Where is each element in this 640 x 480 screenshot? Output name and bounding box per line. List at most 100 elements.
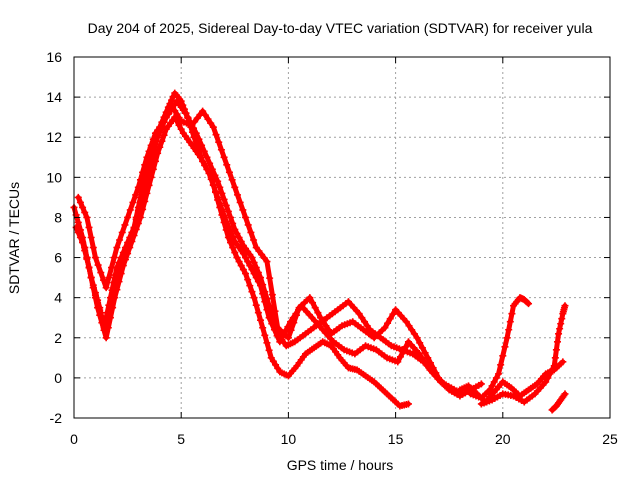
data-point-marker bbox=[242, 213, 250, 221]
series-trace-7 bbox=[477, 302, 569, 408]
data-point-marker bbox=[252, 244, 260, 252]
data-point-marker bbox=[98, 319, 106, 327]
data-point-marker bbox=[124, 250, 132, 258]
data-point-marker bbox=[149, 135, 157, 143]
data-point-marker bbox=[355, 310, 363, 318]
data-point-marker bbox=[118, 228, 126, 236]
data-point-marker bbox=[263, 258, 271, 266]
data-point-marker bbox=[220, 153, 228, 161]
data-point-marker bbox=[162, 114, 170, 122]
data-point-marker bbox=[284, 323, 292, 331]
data-point-marker bbox=[231, 183, 239, 191]
data-point-marker bbox=[100, 326, 108, 334]
data-point-marker bbox=[252, 264, 260, 272]
data-point-marker bbox=[117, 270, 125, 278]
data-point-marker bbox=[111, 294, 119, 302]
data-point-marker bbox=[169, 103, 177, 111]
data-point-marker bbox=[295, 306, 303, 314]
data-point-marker bbox=[389, 310, 397, 318]
data-point-marker bbox=[139, 205, 147, 213]
data-point-marker bbox=[386, 315, 394, 323]
data-point-marker bbox=[292, 310, 300, 318]
data-point-marker bbox=[218, 189, 226, 197]
data-point-marker bbox=[113, 286, 121, 294]
data-point-marker bbox=[269, 357, 277, 365]
data-point-marker bbox=[105, 274, 113, 282]
data-point-marker bbox=[508, 310, 516, 318]
series-trace-3 bbox=[74, 103, 485, 400]
data-point-marker bbox=[555, 330, 563, 338]
y-tick-label: 14 bbox=[46, 89, 62, 105]
data-point-marker bbox=[266, 274, 274, 282]
data-point-marker bbox=[274, 364, 282, 372]
data-point-marker bbox=[381, 324, 389, 332]
data-point-marker bbox=[79, 203, 87, 211]
data-point-marker bbox=[188, 121, 196, 129]
data-point-marker bbox=[134, 219, 142, 227]
data-point-marker bbox=[246, 262, 254, 270]
data-point-marker bbox=[126, 206, 134, 214]
data-point-marker bbox=[94, 261, 102, 269]
data-point-marker bbox=[233, 254, 241, 262]
data-point-marker bbox=[250, 294, 258, 302]
data-point-marker bbox=[492, 374, 500, 382]
data-point-marker bbox=[193, 114, 201, 122]
data-point-marker bbox=[216, 199, 224, 207]
x-tick-label: 25 bbox=[602, 431, 618, 447]
data-point-marker bbox=[171, 113, 179, 121]
data-point-marker bbox=[254, 309, 262, 317]
data-point-marker bbox=[207, 175, 215, 183]
data-point-marker bbox=[270, 326, 278, 334]
data-point-marker bbox=[204, 115, 212, 123]
data-point-marker bbox=[173, 117, 181, 125]
data-point-marker bbox=[158, 137, 166, 145]
data-point-marker bbox=[85, 264, 93, 272]
data-point-marker bbox=[259, 324, 267, 332]
data-point-marker bbox=[154, 149, 162, 157]
data-point-marker bbox=[203, 165, 211, 173]
data-point-marker bbox=[418, 344, 426, 352]
data-point-marker bbox=[413, 334, 421, 342]
data-point-marker bbox=[195, 135, 203, 143]
data-point-marker bbox=[319, 318, 327, 326]
data-point-marker bbox=[408, 326, 416, 334]
data-point-marker bbox=[132, 225, 140, 233]
data-point-marker bbox=[423, 362, 431, 370]
data-point-marker bbox=[97, 269, 105, 277]
data-point-marker bbox=[229, 219, 237, 227]
data-point-marker bbox=[272, 361, 280, 369]
data-point-marker bbox=[115, 278, 123, 286]
x-tick-label: 0 bbox=[70, 431, 78, 447]
data-point-marker bbox=[497, 361, 505, 369]
data-point-marker bbox=[203, 153, 211, 161]
x-tick-label: 20 bbox=[495, 431, 511, 447]
y-tick-label: -2 bbox=[50, 410, 63, 426]
data-point-marker bbox=[211, 171, 219, 179]
data-point-marker bbox=[224, 207, 232, 215]
data-point-marker bbox=[246, 282, 254, 290]
data-point-marker bbox=[424, 354, 432, 362]
data-point-marker bbox=[228, 176, 236, 184]
data-point-marker bbox=[287, 318, 295, 326]
data-point-marker bbox=[94, 304, 102, 312]
chart-title: Day 204 of 2025, Sidereal Day-to-day VTE… bbox=[88, 20, 593, 36]
data-point-marker bbox=[96, 311, 104, 319]
data-point-marker bbox=[147, 173, 155, 181]
data-point-marker bbox=[358, 314, 366, 322]
data-point-marker bbox=[201, 161, 209, 169]
data-point-marker bbox=[490, 378, 498, 386]
y-tick-label: 12 bbox=[46, 129, 62, 145]
data-point-marker bbox=[244, 258, 252, 266]
data-point-marker bbox=[279, 333, 287, 341]
data-point-marker bbox=[410, 330, 418, 338]
data-point-marker bbox=[263, 339, 271, 347]
data-point-marker bbox=[85, 223, 93, 231]
data-point-marker bbox=[223, 161, 231, 169]
data-point-marker bbox=[289, 314, 297, 322]
data-point-marker bbox=[322, 322, 330, 330]
data-point-marker bbox=[560, 391, 568, 399]
data-point-marker bbox=[309, 299, 317, 307]
data-point-marker bbox=[561, 390, 569, 398]
x-tick-label: 5 bbox=[177, 431, 185, 447]
